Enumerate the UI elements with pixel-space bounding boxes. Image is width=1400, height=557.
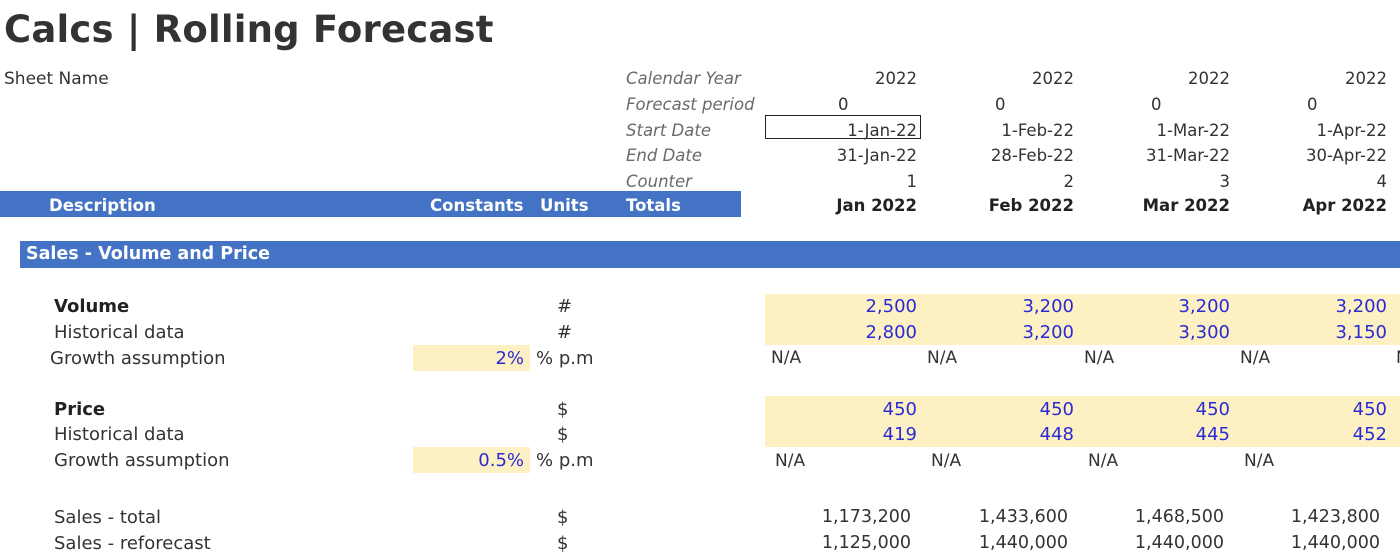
totals-header[interactable]: Totals xyxy=(626,196,681,215)
sales-reforecast-unit[interactable]: $ xyxy=(557,533,569,554)
end-date-cell[interactable]: 30-Apr-22 xyxy=(1305,146,1387,165)
counter-cell[interactable]: 4 xyxy=(1376,172,1388,191)
calendar-year-label: Calendar Year xyxy=(626,69,741,88)
end-date-cell[interactable]: 31-Jan-22 xyxy=(836,146,917,165)
sales-reforecast-label[interactable]: Sales - reforecast xyxy=(54,533,211,554)
volume-cell[interactable]: 3,200 xyxy=(1178,296,1230,317)
volume-growth-month-cell[interactable]: N/A xyxy=(771,348,802,368)
volume-historical-label[interactable]: Historical data xyxy=(54,322,185,343)
price-growth-month-cell[interactable]: N/A xyxy=(1088,451,1119,471)
price-growth-month-cell[interactable]: N/A xyxy=(931,451,962,471)
counter-cell[interactable]: 2 xyxy=(1063,172,1075,191)
page-title: Calcs | Rolling Forecast xyxy=(4,8,494,51)
calendar-year-cell[interactable]: 2022 xyxy=(1032,69,1074,88)
price-cell[interactable]: 450 xyxy=(882,399,917,420)
sales-reforecast-cell[interactable]: 1,440,000 xyxy=(978,533,1068,553)
month-header[interactable]: Mar 2022 xyxy=(1142,196,1230,215)
end-date-label: End Date xyxy=(626,146,703,165)
price-cell[interactable]: 450 xyxy=(1039,399,1074,420)
volume-label[interactable]: Volume xyxy=(54,296,130,317)
sales-reforecast-cell[interactable]: 1,125,000 xyxy=(821,533,911,553)
volume-cell[interactable]: 2,500 xyxy=(865,296,917,317)
month-header[interactable]: Jan 2022 xyxy=(836,196,917,215)
start-date-cell[interactable]: 1-Feb-22 xyxy=(1001,121,1074,140)
sales-total-cell[interactable]: 1,423,800 xyxy=(1290,507,1380,527)
forecast-period-cell[interactable]: 0 xyxy=(838,95,849,114)
price-historical-unit[interactable]: $ xyxy=(557,424,569,445)
month-header[interactable]: Feb 2022 xyxy=(988,196,1074,215)
forecast-period-cell[interactable]: 0 xyxy=(995,95,1006,114)
price-growth-month-cell[interactable]: N/A xyxy=(1244,451,1275,471)
counter-label: Counter xyxy=(626,172,692,191)
volume-historical-cell[interactable]: 3,300 xyxy=(1178,322,1230,343)
units-header[interactable]: Units xyxy=(540,196,589,215)
volume-cell[interactable]: 3,200 xyxy=(1022,296,1074,317)
volume-unit[interactable]: # xyxy=(557,296,573,317)
end-date-cell[interactable]: 28-Feb-22 xyxy=(990,146,1074,165)
volume-growth-input xyxy=(413,345,530,371)
month-header[interactable]: Apr 2022 xyxy=(1302,196,1387,215)
price-cell[interactable]: 450 xyxy=(1195,399,1230,420)
sales-reforecast-cell[interactable]: 1,440,000 xyxy=(1290,533,1380,553)
volume-historical-cell[interactable]: 2,800 xyxy=(865,322,917,343)
calendar-year-cell[interactable]: 2022 xyxy=(1188,69,1230,88)
price-historical-label[interactable]: Historical data xyxy=(54,424,185,445)
sales-total-unit[interactable]: $ xyxy=(557,507,569,528)
constants-header[interactable]: Constants xyxy=(430,196,524,215)
volume-growth-unit[interactable]: % p.m xyxy=(536,348,594,369)
price-input-range xyxy=(765,396,1400,447)
counter-cell[interactable]: 1 xyxy=(906,172,918,191)
sheet-name-label: Sheet Name xyxy=(4,69,109,89)
price-growth-unit[interactable]: % p.m xyxy=(536,450,594,471)
section-header-bar xyxy=(20,241,1400,268)
price-historical-cell[interactable]: 445 xyxy=(1195,424,1230,445)
section-title[interactable]: Sales - Volume and Price xyxy=(26,244,270,264)
forecast-period-label: Forecast period xyxy=(626,95,755,114)
price-cell[interactable]: 450 xyxy=(1352,399,1387,420)
volume-growth-label[interactable]: Growth assumption xyxy=(50,348,226,369)
forecast-period-cell[interactable]: 0 xyxy=(1151,95,1162,114)
calendar-year-cell[interactable]: 2022 xyxy=(875,69,917,88)
start-date-cell[interactable]: 1-Jan-22 xyxy=(847,121,917,140)
price-growth-label[interactable]: Growth assumption xyxy=(54,450,230,471)
volume-input-range xyxy=(765,294,1400,345)
description-header[interactable]: Description xyxy=(49,196,156,215)
price-growth-input xyxy=(413,447,530,473)
sales-total-cell[interactable]: 1,433,600 xyxy=(978,507,1068,527)
counter-cell[interactable]: 3 xyxy=(1219,172,1231,191)
volume-historical-unit[interactable]: # xyxy=(557,322,573,343)
start-date-cell[interactable]: 1-Apr-22 xyxy=(1316,121,1387,140)
price-historical-cell[interactable]: 419 xyxy=(882,424,917,445)
volume-historical-cell[interactable]: 3,150 xyxy=(1335,322,1387,343)
sales-total-cell[interactable]: 1,173,200 xyxy=(821,507,911,527)
volume-growth-month-cell-clipped[interactable]: N xyxy=(1396,348,1400,368)
sales-total-label[interactable]: Sales - total xyxy=(54,507,162,528)
volume-growth-month-cell[interactable]: N/A xyxy=(1084,348,1115,368)
sales-total-cell[interactable]: 1,468,500 xyxy=(1134,507,1224,527)
price-unit[interactable]: $ xyxy=(557,399,569,420)
volume-cell[interactable]: 3,200 xyxy=(1335,296,1387,317)
price-label[interactable]: Price xyxy=(54,399,106,420)
volume-growth-month-cell[interactable]: N/A xyxy=(1240,348,1271,368)
end-date-cell[interactable]: 31-Mar-22 xyxy=(1146,146,1230,165)
start-date-label: Start Date xyxy=(626,121,711,140)
column-header-bar xyxy=(0,191,741,217)
calendar-year-cell[interactable]: 2022 xyxy=(1345,69,1387,88)
price-growth-month-cell[interactable]: N/A xyxy=(775,451,806,471)
start-date-cell[interactable]: 1-Mar-22 xyxy=(1156,121,1230,140)
volume-growth-month-cell[interactable]: N/A xyxy=(927,348,958,368)
sales-reforecast-cell[interactable]: 1,440,000 xyxy=(1134,533,1224,553)
volume-growth-value[interactable]: 2% xyxy=(495,348,524,369)
price-growth-value[interactable]: 0.5% xyxy=(478,450,524,471)
price-historical-cell[interactable]: 452 xyxy=(1352,424,1387,445)
volume-historical-cell[interactable]: 3,200 xyxy=(1022,322,1074,343)
price-historical-cell[interactable]: 448 xyxy=(1039,424,1074,445)
forecast-period-cell[interactable]: 0 xyxy=(1307,95,1318,114)
selected-cell-outline[interactable] xyxy=(765,115,921,139)
